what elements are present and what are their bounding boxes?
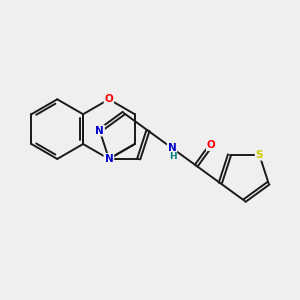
- Text: O: O: [104, 154, 113, 164]
- Text: N: N: [104, 154, 113, 164]
- Text: O: O: [207, 140, 215, 150]
- Text: N: N: [168, 143, 176, 153]
- Text: H: H: [169, 152, 176, 160]
- Text: S: S: [256, 150, 263, 160]
- Text: O: O: [104, 94, 113, 104]
- Text: N: N: [95, 126, 104, 136]
